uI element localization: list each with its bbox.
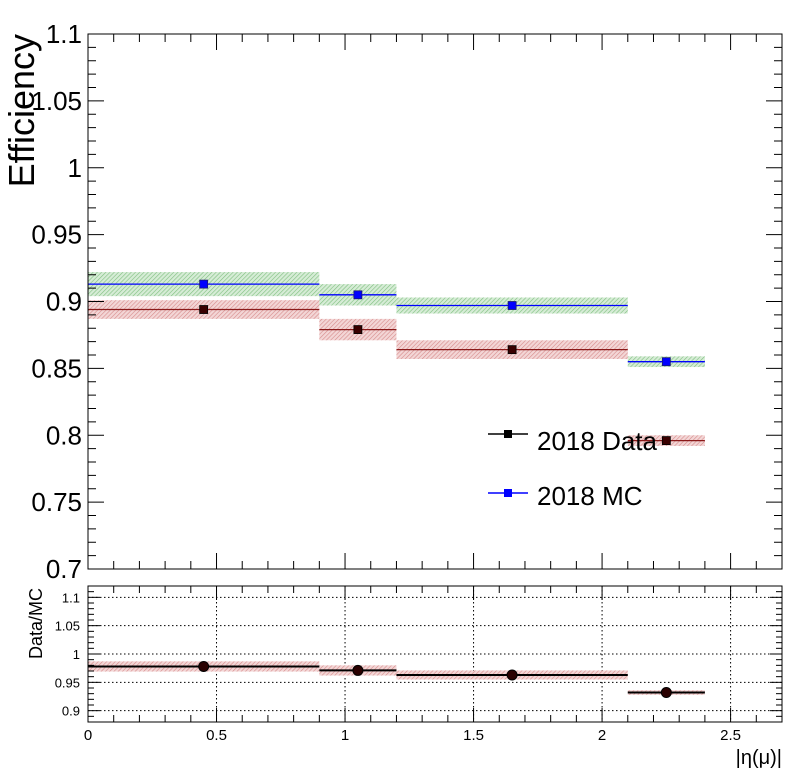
- legend-data-marker: [504, 430, 512, 438]
- ratio-point-1: [352, 664, 364, 676]
- y-tick-label: 0.95: [31, 220, 82, 250]
- legend: 2018 Data 2018 MC: [488, 426, 658, 511]
- ratio-y-tick-label: 1: [73, 647, 80, 662]
- ratio-grid: [87, 586, 782, 722]
- y-tick-label: 0.9: [46, 287, 82, 317]
- point-mc-3: [661, 357, 671, 367]
- point-mc-1: [353, 290, 363, 300]
- point-data-3: [661, 436, 671, 446]
- ratio-y-tick-label: 1.05: [55, 619, 80, 634]
- y-tick-label: 0.75: [31, 487, 82, 517]
- ratio-y-tick-labels: 0.9 0.95 1 1.05 1.1: [55, 590, 80, 718]
- legend-mc-marker: [504, 489, 512, 497]
- data-points: [199, 279, 671, 446]
- ratio-points: [198, 660, 672, 699]
- ratio-point-2: [506, 669, 518, 681]
- x-tick-label: 2: [598, 727, 606, 744]
- x-axis-label: |η(μ)|: [736, 747, 782, 769]
- ratio-point-0: [198, 660, 210, 672]
- y-tick-label: 1.05: [31, 86, 82, 116]
- point-data-0: [199, 305, 209, 314]
- uncertainty-bands: [88, 272, 705, 446]
- ratio-panel: 0.9 0.95 1 1.05 1.1 0 0.5 1 1.5 2 2.5 Data/MC |η(…: [26, 585, 783, 769]
- legend-mc-label: 2018 MC: [537, 481, 643, 511]
- ratio-axis-ticks: [87, 585, 783, 723]
- x-tick-label: 0: [84, 727, 92, 744]
- point-data-2: [507, 345, 517, 355]
- legend-item-mc: 2018 MC: [488, 481, 643, 511]
- legend-item-data: 2018 Data: [488, 426, 658, 456]
- y-tick-label: 0.7: [46, 554, 82, 584]
- ratio-y-tick-label: 0.9: [62, 704, 80, 719]
- ratio-y-axis-label: Data/MC: [26, 588, 46, 659]
- x-tick-labels: 0 0.5 1 1.5 2 2.5: [84, 727, 741, 744]
- point-mc-0: [199, 279, 209, 289]
- point-mc-2: [507, 301, 517, 310]
- y-tick-labels: 0.7 0.75 0.8 0.85 0.9 0.95 1 1.05 1.1: [31, 19, 82, 584]
- y-axis-label: Efficiency: [1, 34, 42, 187]
- ratio-point-3: [660, 687, 672, 699]
- y-tick-label: 0.85: [31, 353, 82, 383]
- y-tick-label: 0.8: [46, 420, 82, 450]
- x-tick-label: 1: [341, 727, 349, 744]
- efficiency-panel: 0.7 0.75 0.8 0.85 0.9 0.95 1 1.05 1.1 Efficiency…: [1, 19, 783, 584]
- point-data-1: [353, 325, 363, 334]
- x-tick-label: 0.5: [206, 727, 227, 744]
- x-tick-label: 2.5: [720, 727, 741, 744]
- ratio-y-tick-label: 0.95: [55, 675, 80, 690]
- axis-ticks: [87, 33, 783, 570]
- legend-data-label: 2018 Data: [537, 426, 658, 456]
- ratio-y-tick-label: 1.1: [62, 590, 80, 605]
- y-tick-label: 1: [68, 153, 82, 183]
- y-tick-label: 1.1: [46, 19, 82, 49]
- x-tick-label: 1.5: [463, 727, 484, 744]
